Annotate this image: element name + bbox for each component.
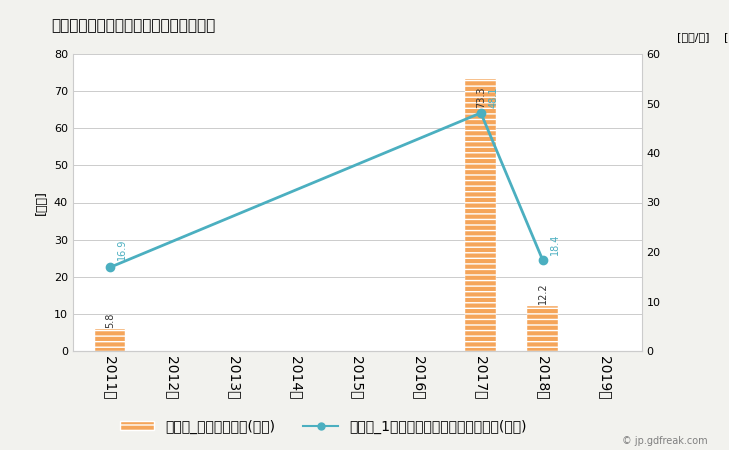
Text: 48.1: 48.1 <box>488 86 498 108</box>
Bar <box>95 329 125 351</box>
Text: © jp.gdfreak.com: © jp.gdfreak.com <box>622 436 707 446</box>
Text: 産業用建築物の工事費予定額合計の推移: 産業用建築物の工事費予定額合計の推移 <box>51 18 215 33</box>
Text: 5.8: 5.8 <box>105 312 115 328</box>
Text: [万円/㎡]: [万円/㎡] <box>677 32 710 42</box>
Text: [%]: [%] <box>725 32 729 42</box>
Text: 12.2: 12.2 <box>537 282 547 304</box>
Text: 18.4: 18.4 <box>550 234 560 255</box>
Bar <box>527 306 558 351</box>
Bar <box>465 79 496 351</box>
Text: 73.3: 73.3 <box>476 86 486 108</box>
Y-axis label: [億円]: [億円] <box>36 190 48 215</box>
Legend: 産業用_工事費予定額(左軸), 産業用_1平米当たり平均工事費予定額(右軸): 産業用_工事費予定額(左軸), 産業用_1平米当たり平均工事費予定額(右軸) <box>114 414 532 439</box>
Text: 16.9: 16.9 <box>117 238 128 260</box>
